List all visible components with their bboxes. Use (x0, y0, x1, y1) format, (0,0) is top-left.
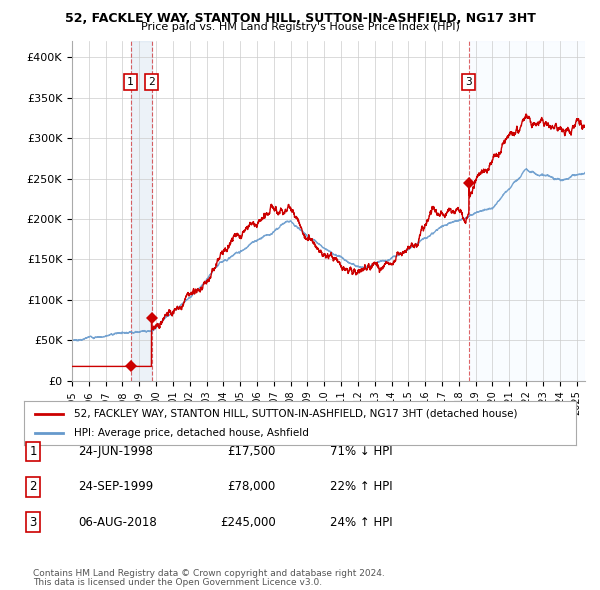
Text: HPI: Average price, detached house, Ashfield: HPI: Average price, detached house, Ashf… (74, 428, 308, 438)
Text: 22% ↑ HPI: 22% ↑ HPI (330, 480, 392, 493)
Text: 24-SEP-1999: 24-SEP-1999 (78, 480, 153, 493)
Text: £17,500: £17,500 (227, 445, 276, 458)
Text: 3: 3 (466, 77, 472, 87)
Text: 24-JUN-1998: 24-JUN-1998 (78, 445, 153, 458)
Text: 52, FACKLEY WAY, STANTON HILL, SUTTON-IN-ASHFIELD, NG17 3HT: 52, FACKLEY WAY, STANTON HILL, SUTTON-IN… (65, 12, 535, 25)
Text: This data is licensed under the Open Government Licence v3.0.: This data is licensed under the Open Gov… (33, 578, 322, 588)
Text: 3: 3 (29, 516, 37, 529)
Text: 1: 1 (127, 77, 134, 87)
Text: 71% ↓ HPI: 71% ↓ HPI (330, 445, 392, 458)
Text: 1: 1 (29, 445, 37, 458)
Text: £245,000: £245,000 (220, 516, 276, 529)
Text: 24% ↑ HPI: 24% ↑ HPI (330, 516, 392, 529)
Text: 52, FACKLEY WAY, STANTON HILL, SUTTON-IN-ASHFIELD, NG17 3HT (detached house): 52, FACKLEY WAY, STANTON HILL, SUTTON-IN… (74, 409, 517, 418)
Text: 06-AUG-2018: 06-AUG-2018 (78, 516, 157, 529)
Bar (469, 41, 585, 381)
Text: 2: 2 (29, 480, 37, 493)
Bar (131, 41, 152, 381)
Text: £78,000: £78,000 (228, 480, 276, 493)
Text: Price paid vs. HM Land Registry's House Price Index (HPI): Price paid vs. HM Land Registry's House … (140, 22, 460, 32)
Text: 2: 2 (148, 77, 155, 87)
Text: Contains HM Land Registry data © Crown copyright and database right 2024.: Contains HM Land Registry data © Crown c… (33, 569, 385, 578)
